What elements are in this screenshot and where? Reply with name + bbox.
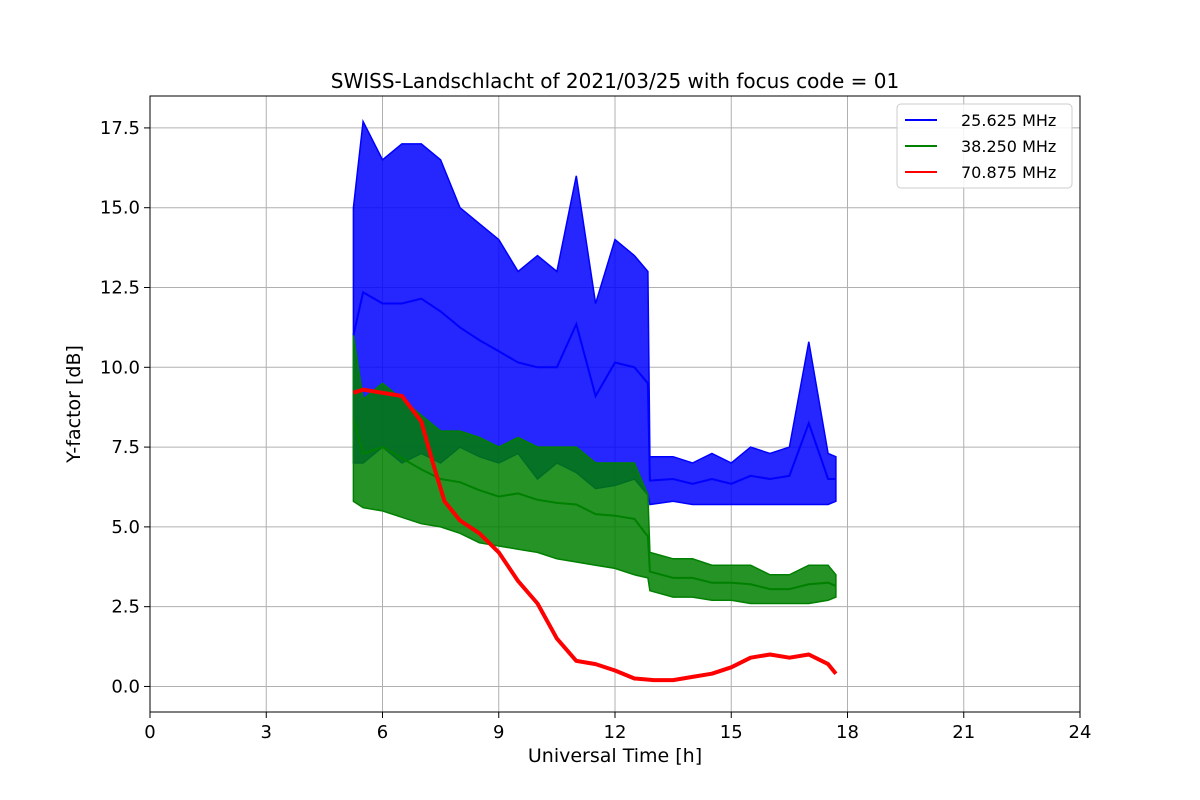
y-tick-label: 0.0 — [111, 676, 140, 697]
y-tick-label: 10.0 — [100, 357, 140, 378]
series-70-875-mhz-line — [352, 387, 838, 683]
legend: 25.625 MHz 38.250 MHz 70.875 MHz — [896, 103, 1073, 189]
x-axis-label: Universal Time [h] — [528, 745, 702, 767]
legend-box — [896, 103, 1073, 189]
series-group — [352, 118, 838, 683]
legend-entry: 25.625 MHz — [961, 111, 1056, 130]
x-tick-label: 3 — [261, 722, 272, 743]
x-tick-label: 12 — [604, 722, 627, 743]
y-tick-label: 7.5 — [111, 437, 140, 458]
legend-entry: 38.250 MHz — [961, 137, 1056, 156]
x-tick-label: 0 — [144, 722, 155, 743]
x-tick-label: 21 — [952, 722, 975, 743]
y-tick-label: 17.5 — [100, 118, 140, 139]
y-axis-label: Y-factor [dB] — [63, 345, 85, 464]
y-tick-label: 2.5 — [111, 597, 140, 618]
x-tick-label: 24 — [1069, 722, 1092, 743]
series-25-625-mhz-line — [352, 290, 836, 485]
series-38-250-mhz-band — [352, 335, 837, 605]
y-tick-label: 12.5 — [100, 278, 140, 299]
series-38-250-mhz-line — [352, 418, 837, 591]
y-tick-label: 15.0 — [100, 198, 140, 219]
y-tick-label: 5.0 — [111, 517, 140, 538]
x-tick-label: 18 — [836, 722, 859, 743]
tick-group: 0 3 6 9 12 15 18 21 24 0.0 2.5 5.0 7.5 10.0 12.5 15.0 17… — [100, 118, 1092, 743]
legend-entry: 70.875 MHz — [961, 163, 1056, 182]
x-tick-label: 15 — [720, 722, 743, 743]
x-tick-label: 9 — [493, 722, 504, 743]
chart-title: SWISS-Landschlacht of 2021/03/25 with fo… — [331, 69, 899, 93]
x-tick-label: 6 — [377, 722, 388, 743]
